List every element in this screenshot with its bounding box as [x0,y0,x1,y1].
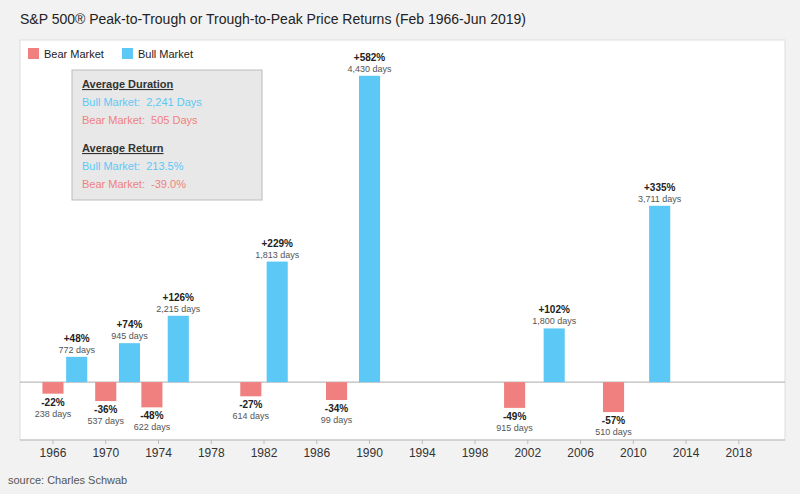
x-tick [211,440,212,444]
days-label: 510 days [595,427,632,437]
x-tick [369,440,370,444]
value-label: -34% [325,403,348,414]
bar [504,382,525,408]
chart: S&P 500® Peak-to-Trough or Trough-to-Pea… [0,0,800,494]
x-tick-label: 1998 [462,446,489,460]
value-label: -36% [94,404,117,415]
days-label: 537 days [87,416,124,426]
days-label: 99 days [321,415,353,425]
bar [544,328,565,382]
x-tick-label: 2006 [567,446,594,460]
x-tick-label: 1974 [145,446,172,460]
info-header: Average Return [82,142,164,154]
x-axis: 1966 1970 1974 1978 1982 1986 1990 1994 1998 2002… [20,440,785,460]
x-tick [633,440,634,444]
x-tick-label: 2018 [725,446,752,460]
value-label: +48% [64,333,90,344]
legend: Bear Market Bull Market [28,48,193,60]
bar [240,382,261,396]
value-label: -49% [503,411,526,422]
x-tick-label: 1970 [92,446,119,460]
x-tick [475,440,476,444]
value-label: -27% [239,399,262,410]
x-tick-label: 1982 [251,446,278,460]
days-label: 614 days [233,411,270,421]
value-label: -22% [41,397,64,408]
bar [359,76,380,382]
bar [168,316,189,382]
x-tick [527,440,528,444]
legend-swatch [122,48,133,59]
bar [141,382,162,407]
days-label: 622 days [134,422,171,432]
value-label: -48% [140,410,163,421]
value-label: +74% [117,319,143,330]
x-tick [316,440,317,444]
x-tick [264,440,265,444]
plot-area [20,40,785,440]
days-label: 2,215 days [156,304,201,314]
bar [119,343,140,382]
info-line: Bear Market: -39.0% [82,178,186,190]
x-axis-line [20,440,785,441]
days-label: 945 days [111,331,148,341]
info-line: Bull Market: 213.5% [82,160,184,172]
days-label: 915 days [496,423,533,433]
x-tick-label: 1986 [303,446,330,460]
days-label: 772 days [58,345,95,355]
info-line: Bear Market: 505 Days [82,114,198,126]
x-tick [422,440,423,444]
days-label: 238 days [35,409,72,419]
value-label: +102% [538,304,570,315]
legend-swatch [28,48,39,59]
legend-label: Bull Market [138,48,193,60]
bar [649,206,670,382]
days-label: 1,813 days [255,250,300,260]
x-tick-label: 1978 [198,446,225,460]
legend-label: Bear Market [44,48,104,60]
source: source: Charles Schwab [8,474,127,486]
info-line: Bull Market: 2,241 Days [82,96,202,108]
days-label: 1,800 days [532,316,577,326]
x-tick [738,440,739,444]
bar [66,357,87,382]
info-box-frame [72,70,262,200]
x-tick [158,440,159,444]
days-label: 3,711 days [638,194,682,204]
info-header: Average Duration [82,78,174,90]
info-box: Average Duration Bull Market: 2,241 Days B… [72,70,262,200]
x-tick [105,440,106,444]
x-tick-label: 2014 [673,446,700,460]
x-tick-label: 2010 [620,446,647,460]
x-tick [580,440,581,444]
value-label: +126% [163,292,195,303]
title: S&P 500® Peak-to-Trough or Trough-to-Pea… [20,11,526,27]
value-label: +582% [354,52,386,63]
x-tick-label: 1994 [409,446,436,460]
bar [603,382,624,412]
bar [42,382,63,394]
value-label: +335% [644,182,676,193]
x-tick [52,440,53,444]
value-label: +229% [261,238,293,249]
value-label: -57% [602,415,625,426]
bar [267,262,288,383]
x-tick-label: 1966 [40,446,67,460]
bar [326,382,347,400]
bar [95,382,116,401]
x-tick-label: 2002 [514,446,541,460]
x-tick-label: 1990 [356,446,383,460]
background [0,0,800,494]
x-tick [686,440,687,444]
days-label: 4,430 days [348,64,393,74]
data-labels: -22%238 days -36%537 days -48%622 days -27%… [35,52,682,437]
